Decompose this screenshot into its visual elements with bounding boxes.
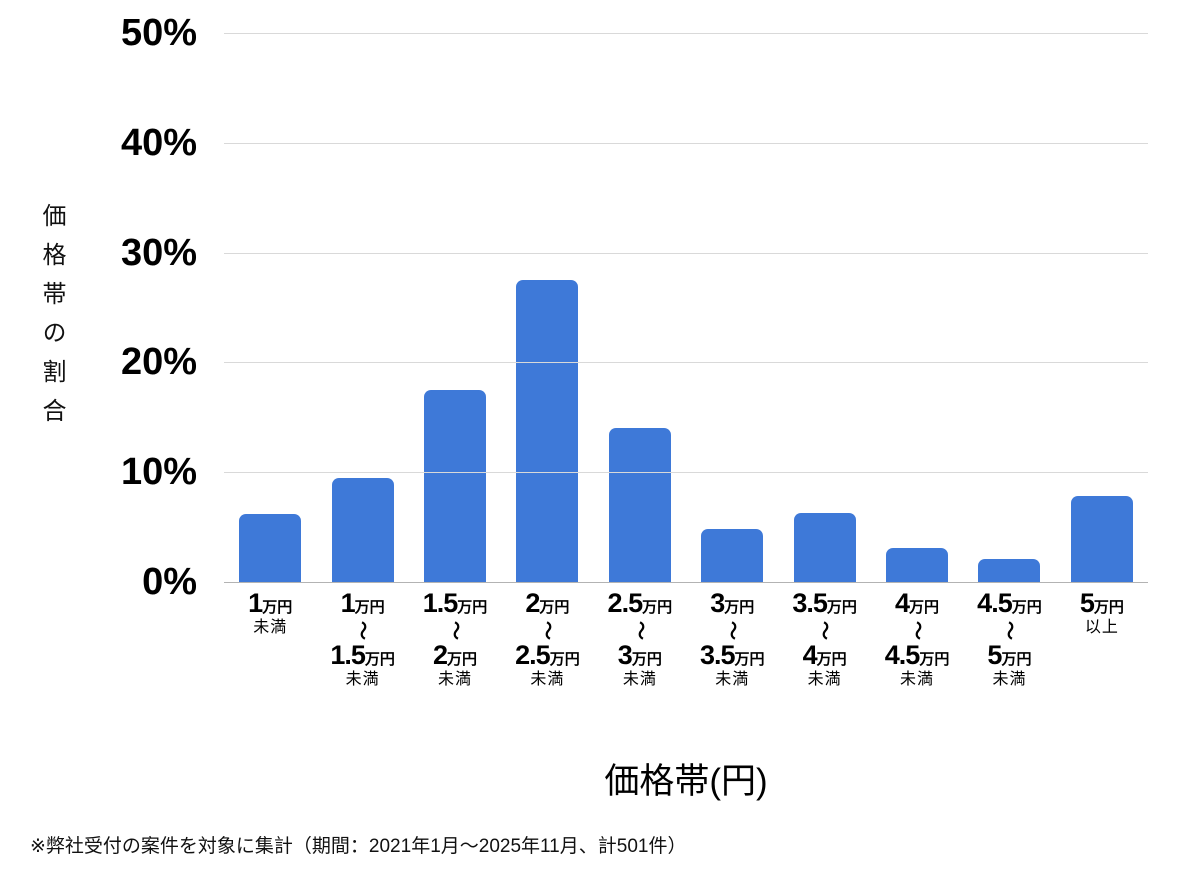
x-axis-ticks: 1万円 未満 1万円～ 1.5万円 未満 1.5万円～ 2万円 未満 2万円～ 2.5万円 未満 2.…	[224, 590, 1148, 688]
gridline	[224, 142, 1148, 144]
bar-slot	[594, 33, 686, 582]
bar-slot	[316, 33, 408, 582]
gridline	[224, 252, 1148, 254]
x-tick-label: 5万円 以上	[1079, 588, 1124, 636]
y-tick-label: 50%	[120, 12, 197, 54]
x-tick-label: 4万円～ 4.5万円 未満	[871, 590, 963, 688]
bar-slot	[501, 33, 593, 582]
bar-slot	[686, 33, 778, 582]
bar-series	[224, 33, 1148, 582]
range-tilde: ～	[352, 620, 374, 640]
bar-slot	[871, 33, 963, 582]
plot-area	[224, 33, 1148, 583]
y-tick-label: 0%	[142, 561, 197, 603]
bar	[516, 280, 579, 582]
range-tilde: ～	[998, 620, 1020, 640]
x-tick-label: 3.5万円～ 4万円 未満	[778, 590, 870, 688]
y-axis-title: 価格帯の割合	[38, 203, 65, 437]
bar-slot	[409, 33, 501, 582]
x-tick-label: 3万円～ 3.5万円 未満	[686, 590, 778, 688]
x-tick-label: 1.5万円～ 2万円 未満	[409, 590, 501, 688]
y-tick-label: 30%	[120, 231, 197, 274]
y-tick-label: 10%	[120, 451, 197, 494]
x-tick-label: 2万円～ 2.5万円 未満	[501, 590, 593, 688]
x-axis-title: 価格帯(円)	[604, 762, 768, 801]
gridline	[224, 362, 1148, 364]
bar	[424, 389, 487, 582]
range-tilde: ～	[536, 620, 558, 640]
gridline	[224, 33, 1148, 34]
bar	[1070, 496, 1133, 582]
range-tilde: ～	[444, 620, 466, 640]
range-tilde: ～	[629, 620, 651, 640]
bar	[886, 547, 949, 582]
bar	[239, 513, 302, 582]
bar	[793, 512, 856, 582]
bar	[978, 558, 1041, 582]
range-tilde: ～	[906, 620, 928, 640]
bar	[331, 477, 394, 582]
bar-slot	[1056, 33, 1148, 582]
x-tick-label: 1万円 未満	[248, 588, 293, 636]
gridline	[224, 472, 1148, 474]
range-tilde: ～	[721, 620, 743, 640]
bar	[608, 428, 671, 582]
bar-slot	[778, 33, 870, 582]
x-tick-label: 4.5万円～ 5万円 未満	[963, 590, 1055, 688]
x-tick-label: 2.5万円～ 3万円 未満	[594, 590, 686, 688]
range-tilde: ～	[814, 620, 836, 640]
bar-slot	[963, 33, 1055, 582]
y-tick-label: 40%	[120, 121, 197, 164]
x-tick-label: 1万円～ 1.5万円 未満	[316, 590, 408, 688]
x-axis-baseline	[224, 582, 1148, 583]
footnote: ※弊社受付の案件を対象に集計（期間：2021年1月～2025年11月、計501件…	[30, 836, 687, 857]
bar	[701, 529, 764, 582]
bar-slot	[224, 33, 316, 582]
y-tick-label: 20%	[120, 341, 197, 384]
